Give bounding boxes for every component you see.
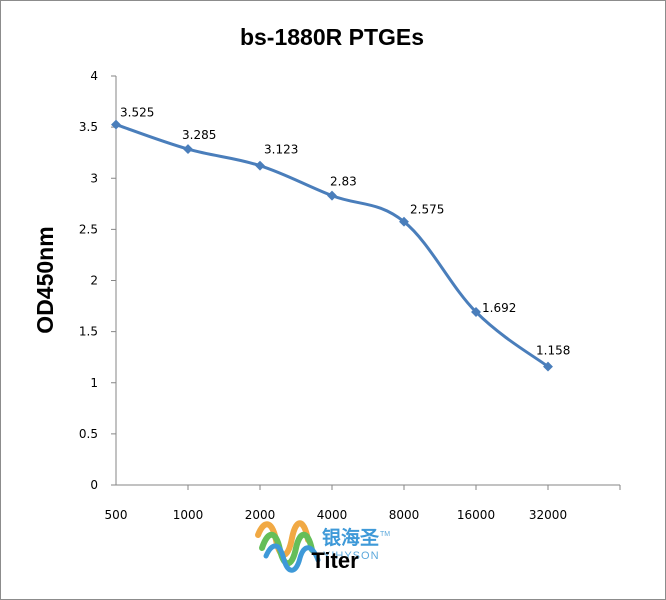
y-tick-label: 4 xyxy=(90,69,98,83)
y-tick-label: 2 xyxy=(90,274,98,288)
logo-wave-green xyxy=(259,531,315,567)
data-label: 3.525 xyxy=(120,106,154,120)
y-tick-label: 2.5 xyxy=(79,222,98,236)
data-point-marker xyxy=(111,119,121,130)
y-tick-label: 1.5 xyxy=(79,325,98,339)
y-tick-label: 1 xyxy=(90,376,98,390)
data-point-marker xyxy=(255,160,265,171)
x-tick-label: 500 xyxy=(105,508,128,522)
x-tick-label: 32000 xyxy=(529,508,567,522)
data-label: 1.158 xyxy=(536,344,570,358)
data-label: 1.692 xyxy=(482,301,516,315)
data-point-marker xyxy=(471,307,481,317)
x-tick-label: 1000 xyxy=(173,508,204,522)
logo-wave-blue xyxy=(263,543,321,573)
y-axis-ticks: 0 0.5 1 1.5 2 2.5 3 3.5 4 xyxy=(79,69,116,492)
chart-title: bs-1880R PTGEs xyxy=(240,24,424,50)
data-label: 3.285 xyxy=(182,128,216,142)
x-tick-label: 4000 xyxy=(317,508,348,522)
data-point-marker xyxy=(543,361,553,372)
logo-chinese-text: 银海圣 xyxy=(322,526,380,549)
series-line xyxy=(115,123,549,368)
y-tick-label: 0 xyxy=(90,478,98,492)
series-group xyxy=(111,119,553,372)
x-tick-label: 2000 xyxy=(245,508,276,522)
y-tick-label: 0.5 xyxy=(79,427,98,441)
data-point-marker xyxy=(183,144,193,155)
y-axis-label: OD450nm xyxy=(32,226,58,333)
data-label: 2.575 xyxy=(410,203,444,217)
data-label: 3.123 xyxy=(264,143,298,157)
data-point-marker xyxy=(327,190,337,201)
logo-tm-text: TM xyxy=(380,531,390,538)
data-label: 2.83 xyxy=(330,175,357,189)
y-tick-label: 3 xyxy=(90,171,98,185)
x-axis-label: Titer xyxy=(311,548,359,573)
yihyson-logo: 银海圣 YIHYSON TM xyxy=(255,520,390,573)
y-tick-label: 3.5 xyxy=(79,120,98,134)
data-point-marker xyxy=(399,216,409,227)
x-axis-ticks: 500 1000 2000 4000 8000 16000 32000 xyxy=(105,485,621,522)
x-tick-label: 16000 xyxy=(457,508,495,522)
x-tick-label: 8000 xyxy=(389,508,420,522)
logo-english-text: YIHYSON xyxy=(323,550,380,562)
data-labels: 3.525 3.285 3.123 2.83 2.575 1.692 1.158 xyxy=(120,106,570,358)
